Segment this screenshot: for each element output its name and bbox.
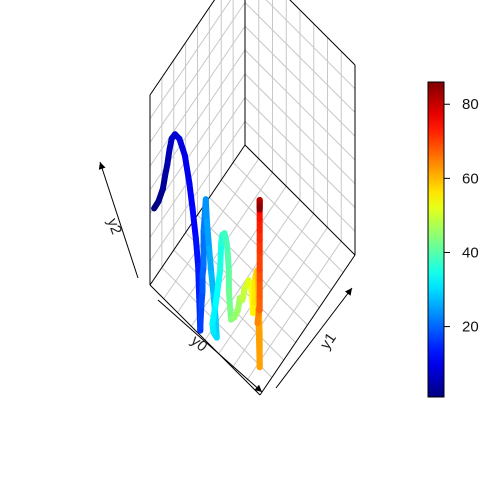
arrow-head	[344, 288, 352, 296]
gridline	[232, 227, 328, 368]
box-edge	[289, 0, 356, 66]
gridline	[232, 162, 344, 273]
line-segment	[217, 240, 225, 274]
colorbar: 20 40 60 80	[427, 81, 479, 398]
arrow-head	[254, 384, 262, 392]
colorbar-gradient	[427, 81, 445, 398]
box-edge	[149, 284, 261, 396]
y-axis-label: y1	[317, 330, 340, 353]
box-edges	[149, 0, 356, 396]
gridline	[209, 197, 320, 308]
gridline	[149, 2, 246, 143]
axis-arrows	[98, 161, 353, 393]
line-segment	[203, 218, 213, 252]
data-series	[151, 131, 263, 371]
gridline	[265, 0, 356, 90]
line-segment	[255, 319, 263, 371]
gridline	[220, 179, 332, 291]
axis-arrow	[99, 161, 139, 279]
line-segment	[197, 302, 205, 330]
line-segment	[208, 270, 217, 298]
z-axis-label: y2	[104, 216, 125, 237]
colorbar-tick-label: 60	[462, 170, 479, 187]
gridline	[244, 2, 356, 113]
line-segment	[195, 262, 203, 301]
axis-arrow	[157, 299, 263, 393]
line-segment	[202, 196, 210, 225]
colorbar-ticks: 20 40 60 80	[444, 96, 479, 336]
gridline	[244, 25, 356, 137]
box-edge	[259, 254, 356, 396]
box-edge	[244, 144, 356, 256]
colorbar-tick-label: 80	[462, 96, 479, 113]
colorbar-tick-label: 40	[462, 244, 479, 261]
gridline	[244, 49, 356, 161]
box-edge	[149, 144, 246, 286]
axis-arrow	[275, 287, 353, 389]
colorbar-tick-label: 20	[462, 319, 479, 336]
line-segment	[189, 205, 199, 242]
gridline	[149, 25, 246, 167]
arrow-head	[98, 162, 106, 170]
line-segment	[192, 235, 202, 269]
line-segment	[181, 152, 193, 186]
line-segment	[209, 301, 219, 327]
gridline	[197, 214, 308, 326]
gridline	[218, 213, 315, 355]
line-segment	[186, 179, 196, 212]
gridline	[149, 0, 232, 120]
line-segment	[224, 250, 232, 275]
box-edge	[149, 0, 216, 96]
line-segment	[206, 245, 215, 277]
